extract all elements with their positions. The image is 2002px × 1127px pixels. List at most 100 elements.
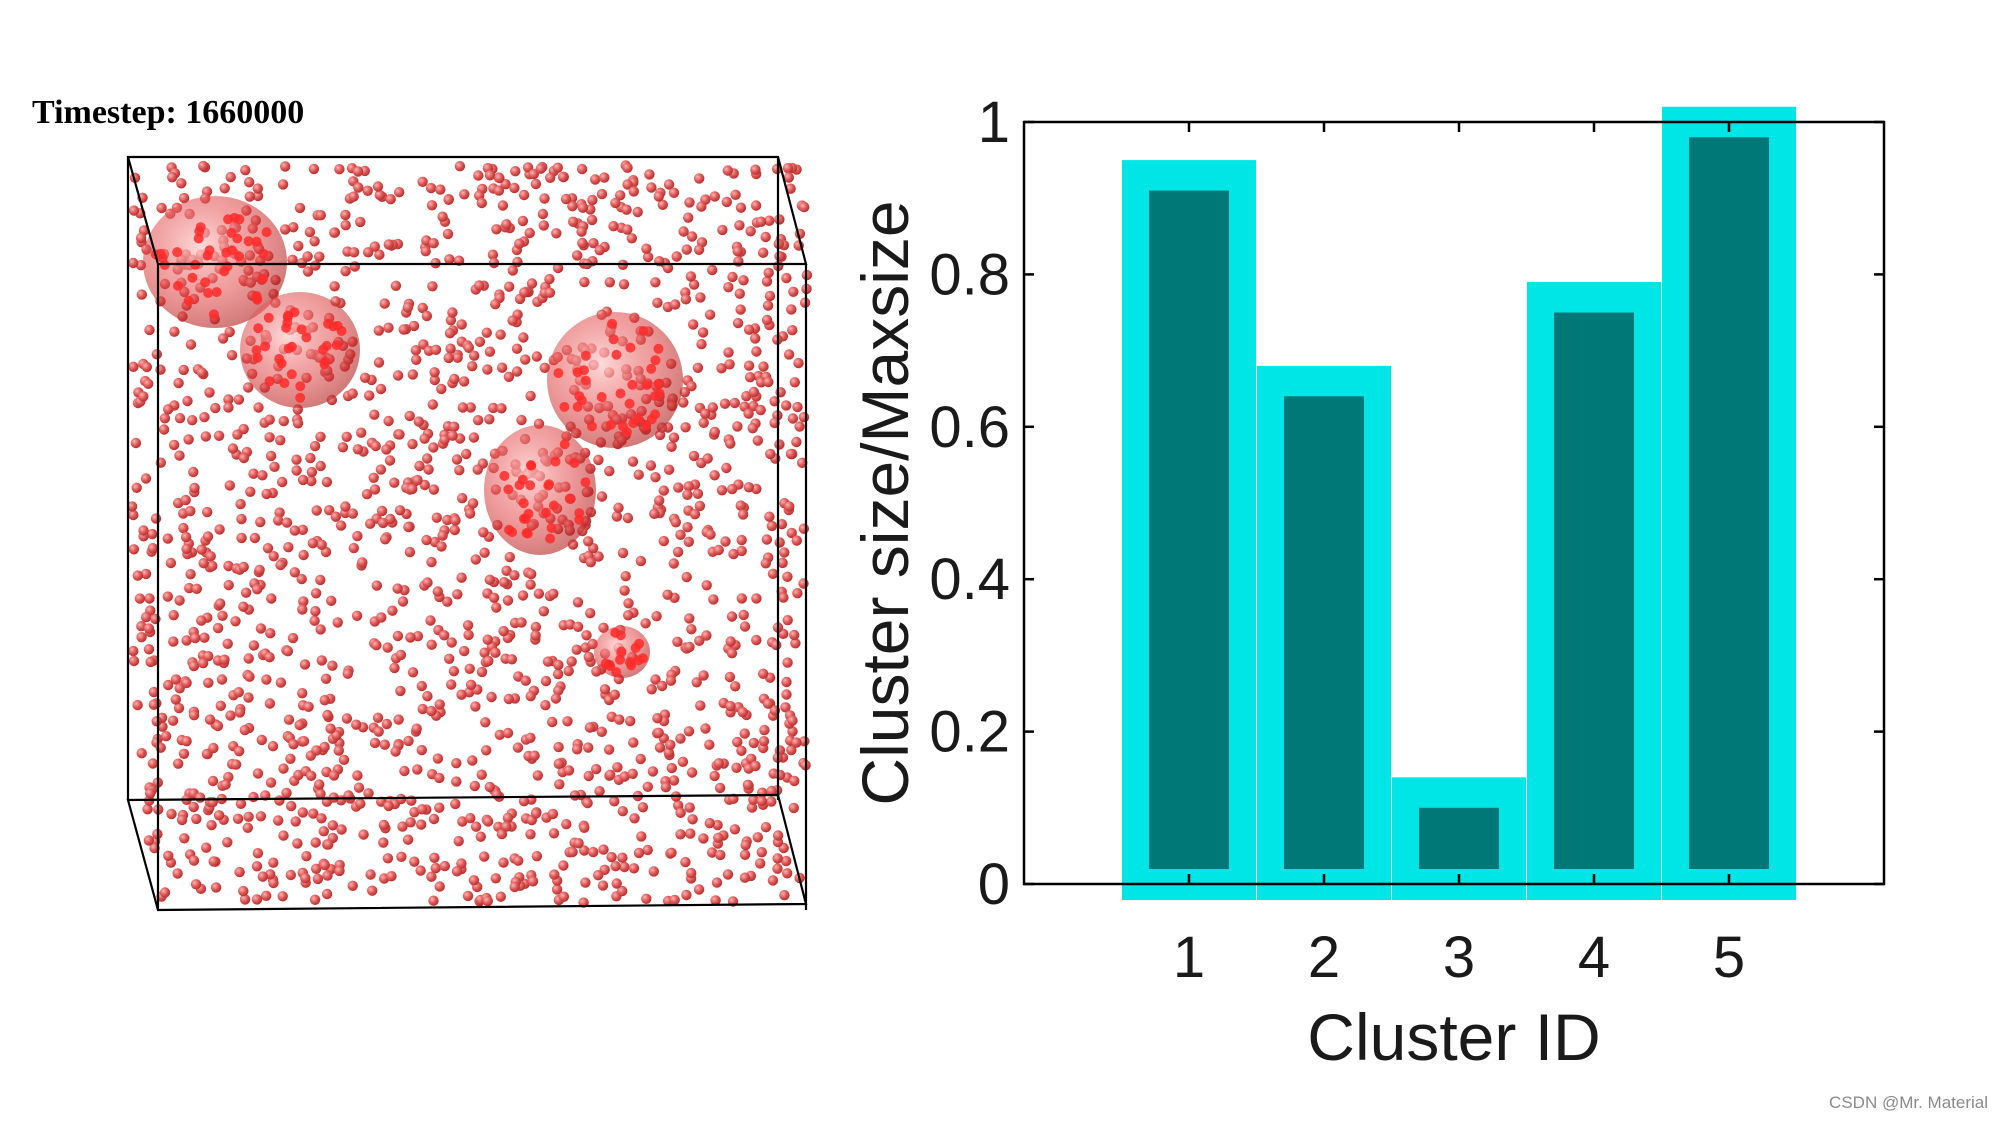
- particle: [504, 551, 515, 563]
- particle: [751, 593, 762, 604]
- particle: [748, 737, 759, 749]
- particle: [315, 624, 326, 635]
- particle: [411, 723, 422, 734]
- particle: [567, 201, 578, 212]
- particle: [143, 623, 155, 634]
- particle: [248, 640, 260, 651]
- particle: [222, 837, 233, 848]
- particle: [214, 524, 225, 535]
- particle: [417, 302, 428, 314]
- cluster-particle: [499, 470, 510, 481]
- particle: [551, 228, 562, 239]
- particle: [249, 532, 261, 544]
- particle: [410, 345, 422, 356]
- particle: [147, 528, 158, 540]
- particle: [469, 350, 480, 361]
- particle: [586, 214, 598, 226]
- particle: [297, 474, 309, 486]
- particle: [196, 615, 207, 626]
- particle: [342, 668, 353, 679]
- particle: [476, 197, 487, 209]
- particle: [172, 868, 183, 879]
- particle: [320, 673, 332, 684]
- particle: [181, 677, 192, 689]
- particle: [443, 194, 454, 205]
- particle: [352, 770, 363, 781]
- particle: [412, 764, 423, 775]
- particle: [230, 616, 241, 627]
- particle: [462, 890, 474, 902]
- particle: [501, 821, 512, 832]
- particle: [685, 828, 696, 839]
- particle: [717, 224, 728, 236]
- particle: [693, 244, 705, 255]
- cluster-particle: [649, 391, 660, 401]
- particle: [277, 179, 289, 190]
- particle: [136, 632, 147, 643]
- particle: [684, 197, 695, 208]
- particle: [451, 776, 462, 787]
- particle: [729, 397, 740, 409]
- particle: [293, 240, 304, 252]
- particle: [734, 288, 745, 299]
- particle: [635, 555, 647, 567]
- particle: [561, 819, 572, 830]
- particle: [261, 890, 272, 901]
- particle: [641, 893, 652, 904]
- particle: [265, 628, 276, 639]
- particle: [264, 652, 275, 663]
- particle: [651, 611, 662, 622]
- particle: [275, 435, 286, 446]
- particle: [652, 297, 663, 308]
- particle: [128, 544, 140, 555]
- particle: [176, 178, 187, 189]
- particle: [240, 587, 252, 598]
- particle: [632, 206, 643, 218]
- particle: [131, 482, 142, 493]
- particle: [598, 622, 609, 633]
- particle: [569, 790, 581, 801]
- particle: [593, 551, 604, 562]
- particle: [698, 833, 709, 844]
- particle: [716, 485, 728, 496]
- particle: [738, 275, 749, 286]
- particle: [736, 745, 747, 756]
- particle: [170, 674, 182, 685]
- particle: [594, 786, 605, 797]
- particle: [267, 741, 279, 752]
- particle: [737, 509, 749, 520]
- particle: [547, 808, 559, 820]
- particle: [402, 834, 414, 845]
- particle: [456, 319, 467, 330]
- particle: [496, 828, 508, 840]
- particle: [233, 687, 244, 698]
- particle: [128, 645, 139, 657]
- particle: [324, 505, 335, 516]
- bar-inner-2: [1284, 396, 1364, 869]
- particle: [610, 197, 621, 209]
- particle: [750, 200, 762, 211]
- particle: [684, 802, 695, 813]
- particle: [457, 493, 468, 504]
- particle: [472, 415, 484, 426]
- cluster-particle: [296, 324, 307, 335]
- particle: [416, 819, 427, 830]
- y-tick-label: 0.2: [929, 700, 1010, 765]
- particle: [738, 609, 749, 621]
- cluster-particle: [627, 379, 638, 390]
- particle: [668, 558, 679, 569]
- particle: [597, 880, 609, 891]
- particle: [452, 589, 463, 600]
- particle: [416, 744, 427, 756]
- particle: [693, 884, 705, 895]
- particle: [374, 249, 385, 260]
- particle: [571, 744, 583, 755]
- particle: [627, 768, 638, 779]
- particle: [739, 872, 751, 883]
- particle: [789, 377, 800, 388]
- particle: [465, 813, 476, 824]
- bar-inner-4: [1554, 312, 1634, 869]
- particle: [255, 811, 267, 822]
- cluster-particle: [605, 661, 616, 671]
- particle: [734, 220, 745, 231]
